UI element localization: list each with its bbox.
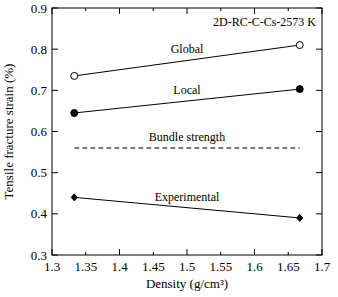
series-label: Bundle strength xyxy=(149,130,225,144)
y-tick-label: 0.3 xyxy=(31,248,47,263)
y-tick-label: 0.6 xyxy=(31,124,48,139)
y-tick xyxy=(52,90,58,91)
marker xyxy=(297,214,303,221)
y-tick xyxy=(52,172,58,173)
marker xyxy=(71,109,78,116)
x-tick-label: 1.5 xyxy=(179,259,195,274)
series-labels: Global Local Bundle strength Experimental xyxy=(149,42,225,203)
chart: 1.31.351.41.451.51.551.61.651.70.30.40.5… xyxy=(0,0,338,297)
x-tick xyxy=(254,8,255,14)
y-axis-label: Tensile fracture strain (%) xyxy=(1,64,16,200)
y-tick xyxy=(316,49,322,50)
y-tick xyxy=(316,90,322,91)
y-tick-label: 0.4 xyxy=(31,206,48,221)
x-tick-label: 1.7 xyxy=(314,259,331,274)
x-tick xyxy=(322,249,323,255)
x-tick-label: 1.35 xyxy=(74,259,97,274)
x-tick xyxy=(288,252,289,255)
x-tick xyxy=(52,249,53,255)
y-tick-label: 0.8 xyxy=(31,42,47,57)
x-tick xyxy=(85,8,86,11)
x-tick xyxy=(220,8,221,11)
x-tick xyxy=(322,8,323,14)
x-tick-label: 1.55 xyxy=(209,259,232,274)
marker xyxy=(296,42,303,49)
series-label: Experimental xyxy=(155,190,220,204)
y-tick xyxy=(316,131,322,132)
x-tick xyxy=(254,249,255,255)
series-label: Global xyxy=(171,42,204,56)
x-tick xyxy=(52,8,53,14)
x-tick xyxy=(220,252,221,255)
x-axis-label: Density (g/cm³) xyxy=(146,276,228,291)
plot-marks xyxy=(71,42,303,222)
x-tick xyxy=(187,8,188,14)
x-tick-label: 1.45 xyxy=(142,259,165,274)
x-tick xyxy=(187,249,188,255)
series-label: Local xyxy=(173,83,201,97)
x-tick-label: 1.65 xyxy=(277,259,300,274)
y-tick-label: 0.9 xyxy=(31,1,47,16)
y-tick xyxy=(316,172,322,173)
marker xyxy=(71,72,78,79)
y-tick xyxy=(52,49,58,50)
x-tick xyxy=(119,8,120,14)
x-tick xyxy=(153,8,154,11)
x-tick xyxy=(288,8,289,11)
annotation: 2D-RC-C-Cs-2573 K xyxy=(213,15,316,29)
y-tick xyxy=(316,213,322,214)
x-tick-label: 1.4 xyxy=(111,259,128,274)
y-tick-label: 0.7 xyxy=(31,83,48,98)
x-tick xyxy=(153,252,154,255)
y-tick xyxy=(52,8,58,9)
y-tick xyxy=(316,8,322,9)
series-line xyxy=(74,147,299,148)
y-tick xyxy=(52,213,58,214)
plot-frame xyxy=(52,8,322,255)
y-tick xyxy=(316,255,322,256)
y-tick xyxy=(52,131,58,132)
marker xyxy=(71,194,77,201)
x-tick xyxy=(85,252,86,255)
y-tick xyxy=(52,255,58,256)
x-tick-label: 1.6 xyxy=(246,259,263,274)
x-tick xyxy=(119,249,120,255)
y-tick-label: 0.5 xyxy=(31,165,47,180)
marker xyxy=(296,86,303,93)
